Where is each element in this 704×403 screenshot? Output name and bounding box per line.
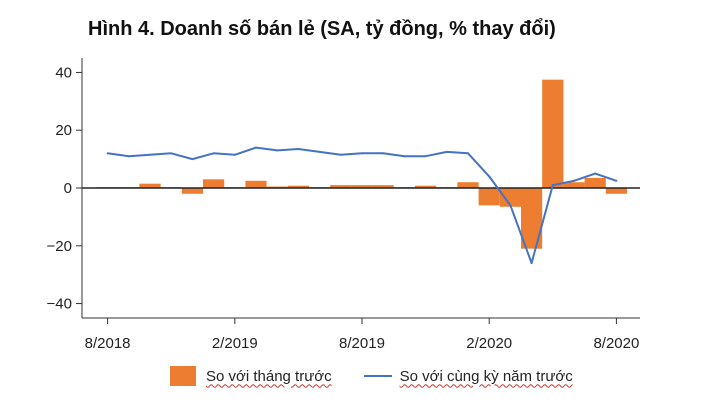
y-tick-label: −40 bbox=[47, 296, 72, 313]
line-yoy-point bbox=[403, 155, 406, 158]
x-tick-label: 2/2019 bbox=[212, 335, 258, 352]
line-yoy-point bbox=[424, 155, 427, 158]
line-yoy-point bbox=[212, 152, 215, 155]
line-yoy-point bbox=[255, 146, 257, 149]
line-yoy-point bbox=[488, 175, 491, 178]
line-layer bbox=[106, 146, 618, 265]
y-tick-label: 20 bbox=[55, 122, 72, 139]
line-yoy-point bbox=[445, 150, 448, 153]
line-yoy-point bbox=[276, 149, 279, 152]
line-yoy-point bbox=[170, 152, 173, 155]
line-yoy-point bbox=[127, 155, 130, 158]
line-yoy-point bbox=[297, 148, 300, 150]
legend-item-bar: So với tháng trước bbox=[170, 366, 332, 386]
bar-mom bbox=[203, 179, 225, 188]
bar-mom bbox=[521, 188, 543, 249]
bar-mom bbox=[584, 177, 606, 188]
line-yoy-point bbox=[233, 153, 236, 156]
axis-layer bbox=[76, 58, 640, 324]
bar-mom bbox=[287, 185, 309, 188]
bar-mom bbox=[245, 180, 267, 188]
x-tick-label: 8/2019 bbox=[339, 335, 385, 352]
chart-title: Hình 4. Doanh số bán lẻ (SA, tỷ đồng, % … bbox=[88, 18, 556, 40]
line-yoy-point bbox=[594, 172, 597, 175]
bar-mom bbox=[330, 185, 352, 188]
line-yoy-point bbox=[615, 179, 618, 182]
line-yoy-point bbox=[318, 150, 321, 153]
bar-mom bbox=[415, 185, 437, 188]
line-yoy-point bbox=[530, 262, 533, 265]
label-layer: 40 20 0 −20 −40 8/2018 2/2019 8/2019 2/2020 8/202… bbox=[47, 64, 640, 352]
bar-mom bbox=[542, 79, 564, 188]
y-tick-label: 0 bbox=[64, 180, 72, 197]
line-yoy-point bbox=[191, 158, 194, 161]
line-yoy-point bbox=[361, 152, 363, 155]
legend: So với tháng trước So với cùng kỳ năm tr… bbox=[170, 366, 605, 386]
bar-mom bbox=[605, 188, 627, 194]
bar-mom bbox=[499, 188, 521, 207]
x-tick-label: 8/2018 bbox=[85, 335, 131, 352]
line-yoy-point bbox=[106, 152, 109, 155]
legend-bar-swatch bbox=[170, 366, 196, 386]
bar-mom bbox=[372, 185, 394, 188]
line-yoy-point bbox=[551, 184, 554, 187]
bar-layer bbox=[97, 79, 627, 249]
bar-mom bbox=[139, 183, 161, 188]
line-yoy-point bbox=[339, 153, 342, 156]
x-tick-label: 2/2020 bbox=[466, 335, 512, 352]
bar-mom bbox=[457, 182, 479, 188]
x-tick-label: 8/2020 bbox=[593, 335, 639, 352]
line-yoy-point bbox=[573, 179, 575, 182]
y-tick-label: −20 bbox=[47, 238, 72, 255]
bar-mom bbox=[563, 182, 585, 188]
line-yoy-point bbox=[149, 153, 151, 156]
line-yoy-point bbox=[382, 152, 385, 155]
bar-mom bbox=[181, 188, 203, 194]
line-yoy-point bbox=[467, 152, 469, 155]
bar-mom bbox=[478, 188, 500, 206]
legend-line-label: So với cùng kỳ năm trước bbox=[399, 367, 573, 385]
legend-bar-label: So với tháng trước bbox=[206, 367, 332, 385]
line-yoy-point bbox=[509, 204, 512, 207]
bar-mom bbox=[351, 185, 373, 188]
legend-line-swatch bbox=[363, 375, 392, 377]
legend-item-line: So với cùng kỳ năm trước bbox=[363, 367, 573, 385]
y-tick-label: 40 bbox=[55, 64, 72, 81]
